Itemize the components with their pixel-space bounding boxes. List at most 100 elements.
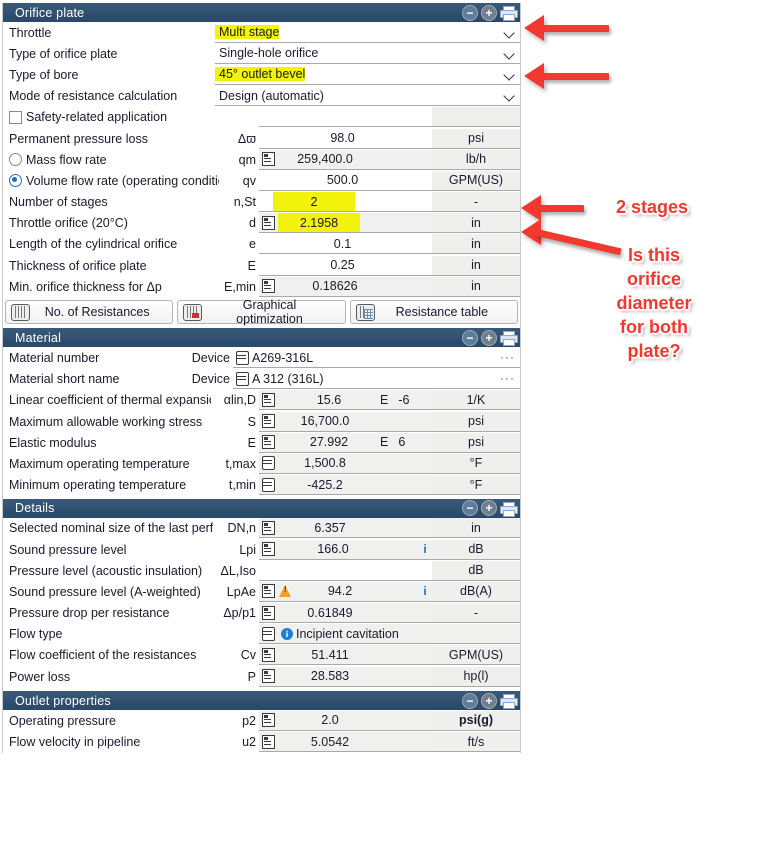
safety-related-checkbox[interactable]	[9, 110, 22, 124]
row-length-cylindrical-orifice[interactable]: Length of the cylindrical orifice e 0.1 …	[3, 233, 520, 256]
expand-icon[interactable]: +	[481, 4, 497, 21]
linear-coefficient-value[interactable]: 15.6 E -6	[259, 390, 432, 411]
section-header-orifice-plate[interactable]: Orifice plate − +	[3, 3, 520, 22]
max-working-stress-value[interactable]: 16,700.0	[259, 411, 432, 432]
calculator-icon[interactable]	[262, 734, 275, 749]
row-sound-pressure-level-a-weighted[interactable]: Sound pressure level (A-weighted) LpAe 9…	[3, 581, 520, 603]
row-flow-type[interactable]: Flow type i Incipient cavitation	[3, 623, 520, 645]
sound-pressure-a-weighted-value[interactable]: 94.2 i	[259, 581, 432, 602]
volume-flow-rate-radio[interactable]	[9, 174, 22, 188]
row-selected-nominal-size[interactable]: Selected nominal size of the last perfor…	[3, 517, 520, 539]
flow-coefficient-value[interactable]: 51.411	[259, 645, 432, 666]
operating-pressure-value[interactable]: 2.0	[259, 710, 432, 731]
mass-flow-rate-value[interactable]: 259,400.0	[259, 149, 432, 170]
calculator-icon[interactable]	[262, 414, 275, 429]
row-sound-pressure-level[interactable]: Sound pressure level Lpi 166.0 i dB	[3, 538, 520, 561]
row-permanent-pressure-loss[interactable]: Permanent pressure loss Δϖ 98.0 psi	[3, 127, 520, 150]
expand-icon[interactable]: +	[481, 692, 497, 709]
number-of-stages-input[interactable]: 2	[259, 192, 432, 213]
section-header-outlet-properties[interactable]: Outlet properties − +	[3, 691, 520, 711]
section-header-details[interactable]: Details − +	[3, 498, 520, 518]
warning-icon[interactable]	[279, 585, 292, 598]
max-operating-temperature-value[interactable]: 1,500.8	[259, 453, 432, 474]
calculator-icon[interactable]	[262, 605, 275, 620]
pressure-level-insulation-input[interactable]	[259, 560, 432, 581]
flow-velocity-value[interactable]: 5.0542	[259, 732, 432, 753]
power-loss-value[interactable]: 28.583	[259, 666, 432, 687]
print-icon[interactable]	[500, 331, 518, 347]
throttle-select[interactable]: Multi stage	[215, 23, 520, 43]
row-mode-of-resistance-calculation[interactable]: Mode of resistance calculation Design (a…	[3, 85, 520, 107]
chevron-down-icon[interactable]	[504, 90, 515, 101]
calculator-icon[interactable]	[262, 392, 275, 407]
row-linear-coefficient-thermal-expansion[interactable]: Linear coefficient of thermal expansion …	[3, 389, 520, 411]
collapse-icon[interactable]: −	[462, 500, 478, 517]
more-options-icon[interactable]: ···	[500, 350, 515, 365]
info-marker-icon[interactable]: i	[423, 584, 427, 599]
print-icon[interactable]	[500, 6, 518, 21]
database-icon[interactable]	[262, 626, 275, 641]
row-power-loss[interactable]: Power loss P 28.583 hp(l)	[3, 666, 520, 688]
mass-flow-rate-radio[interactable]	[9, 153, 22, 167]
flow-type-value[interactable]: i Incipient cavitation	[259, 624, 520, 645]
print-icon[interactable]	[500, 694, 518, 710]
resistance-table-button[interactable]: Resistance table	[349, 300, 518, 325]
row-number-of-stages[interactable]: Number of stages n,St 2 -	[3, 191, 520, 213]
row-flow-coefficient-of-resistances[interactable]: Flow coefficient of the resistances Cv 5…	[3, 644, 520, 667]
row-material-number[interactable]: Material number Device A269-316L ···	[3, 347, 520, 369]
row-mass-flow-rate[interactable]: Mass flow rate qm 259,400.0 lb/h	[3, 149, 520, 171]
chevron-down-icon[interactable]	[504, 27, 515, 38]
database-icon[interactable]	[236, 371, 249, 386]
expand-icon[interactable]: +	[481, 329, 497, 346]
row-flow-velocity-in-pipeline[interactable]: Flow velocity in pipeline u2 5.0542 ft/s	[3, 731, 520, 753]
calculator-icon[interactable]	[262, 669, 275, 684]
permanent-pressure-loss-input[interactable]: 98.0	[259, 128, 432, 149]
length-cylindrical-orifice-input[interactable]: 0.1	[259, 234, 432, 255]
calculator-icon[interactable]	[262, 520, 275, 535]
sound-pressure-level-value[interactable]: 166.0 i	[259, 539, 432, 560]
info-marker-icon[interactable]: i	[423, 542, 427, 557]
more-options-icon[interactable]: ···	[500, 371, 515, 386]
row-thickness-of-orifice-plate[interactable]: Thickness of orifice plate E 0.25 in	[3, 255, 520, 277]
calculator-icon[interactable]	[262, 713, 275, 728]
bore-type-select[interactable]: 45° outlet bevel	[215, 65, 520, 85]
row-min-orifice-thickness[interactable]: Min. orifice thickness for Δp E,min 0.18…	[3, 276, 520, 298]
resistance-mode-select[interactable]: Design (automatic)	[215, 86, 520, 107]
row-elastic-modulus[interactable]: Elastic modulus E 27.992 E 6 psi	[3, 432, 520, 454]
calculator-icon[interactable]	[262, 279, 275, 294]
calculator-icon[interactable]	[262, 215, 275, 230]
collapse-icon[interactable]: −	[462, 692, 478, 709]
database-icon[interactable]	[236, 350, 249, 365]
volume-flow-rate-input[interactable]: 500.0	[259, 170, 432, 191]
collapse-icon[interactable]: −	[462, 4, 478, 21]
row-max-operating-temperature[interactable]: Maximum operating temperature t,max 1,50…	[3, 453, 520, 475]
thickness-orifice-plate-input[interactable]: 0.25	[259, 255, 432, 276]
safety-related-value[interactable]	[259, 107, 432, 128]
orifice-plate-type-select[interactable]: Single-hole orifice	[215, 44, 520, 64]
row-type-of-orifice-plate[interactable]: Type of orifice plate Single-hole orific…	[3, 43, 520, 65]
info-icon[interactable]: i	[281, 627, 293, 640]
print-icon[interactable]	[500, 501, 518, 517]
database-icon[interactable]	[262, 477, 275, 492]
row-throttle[interactable]: Throttle Multi stage	[3, 22, 520, 44]
expand-icon[interactable]: +	[481, 500, 497, 517]
row-material-short-name[interactable]: Material short name Device A 312 (316L) …	[3, 368, 520, 390]
row-volume-flow-rate[interactable]: Volume flow rate (operating conditions) …	[3, 170, 520, 192]
row-min-operating-temperature[interactable]: Minimum operating temperature t,min -425…	[3, 474, 520, 496]
calculator-icon[interactable]	[262, 435, 275, 450]
graphical-optimization-button[interactable]: Graphical optimization	[177, 298, 346, 326]
section-header-material[interactable]: Material − +	[3, 328, 520, 348]
calculator-icon[interactable]	[262, 542, 275, 557]
database-icon[interactable]	[262, 456, 275, 471]
throttle-orifice-value[interactable]: 2.1958	[259, 213, 432, 234]
chevron-down-icon[interactable]	[504, 69, 515, 80]
elastic-modulus-value[interactable]: 27.992 E 6	[259, 432, 432, 453]
calculator-icon[interactable]	[262, 584, 275, 599]
material-short-name-value[interactable]: A 312 (316L) ···	[233, 369, 520, 390]
chevron-down-icon[interactable]	[504, 48, 515, 59]
row-pressure-level-acoustic-insulation[interactable]: Pressure level (acoustic insulation) ΔL,…	[3, 560, 520, 582]
row-max-allowable-working-stress[interactable]: Maximum allowable working stress S 16,70…	[3, 411, 520, 433]
row-pressure-drop-per-resistance[interactable]: Pressure drop per resistance Δp/p1 0.618…	[3, 602, 520, 624]
selected-nominal-size-value[interactable]: 6.357	[259, 518, 432, 539]
row-operating-pressure[interactable]: Operating pressure p2 2.0 psi(g)	[3, 710, 520, 732]
